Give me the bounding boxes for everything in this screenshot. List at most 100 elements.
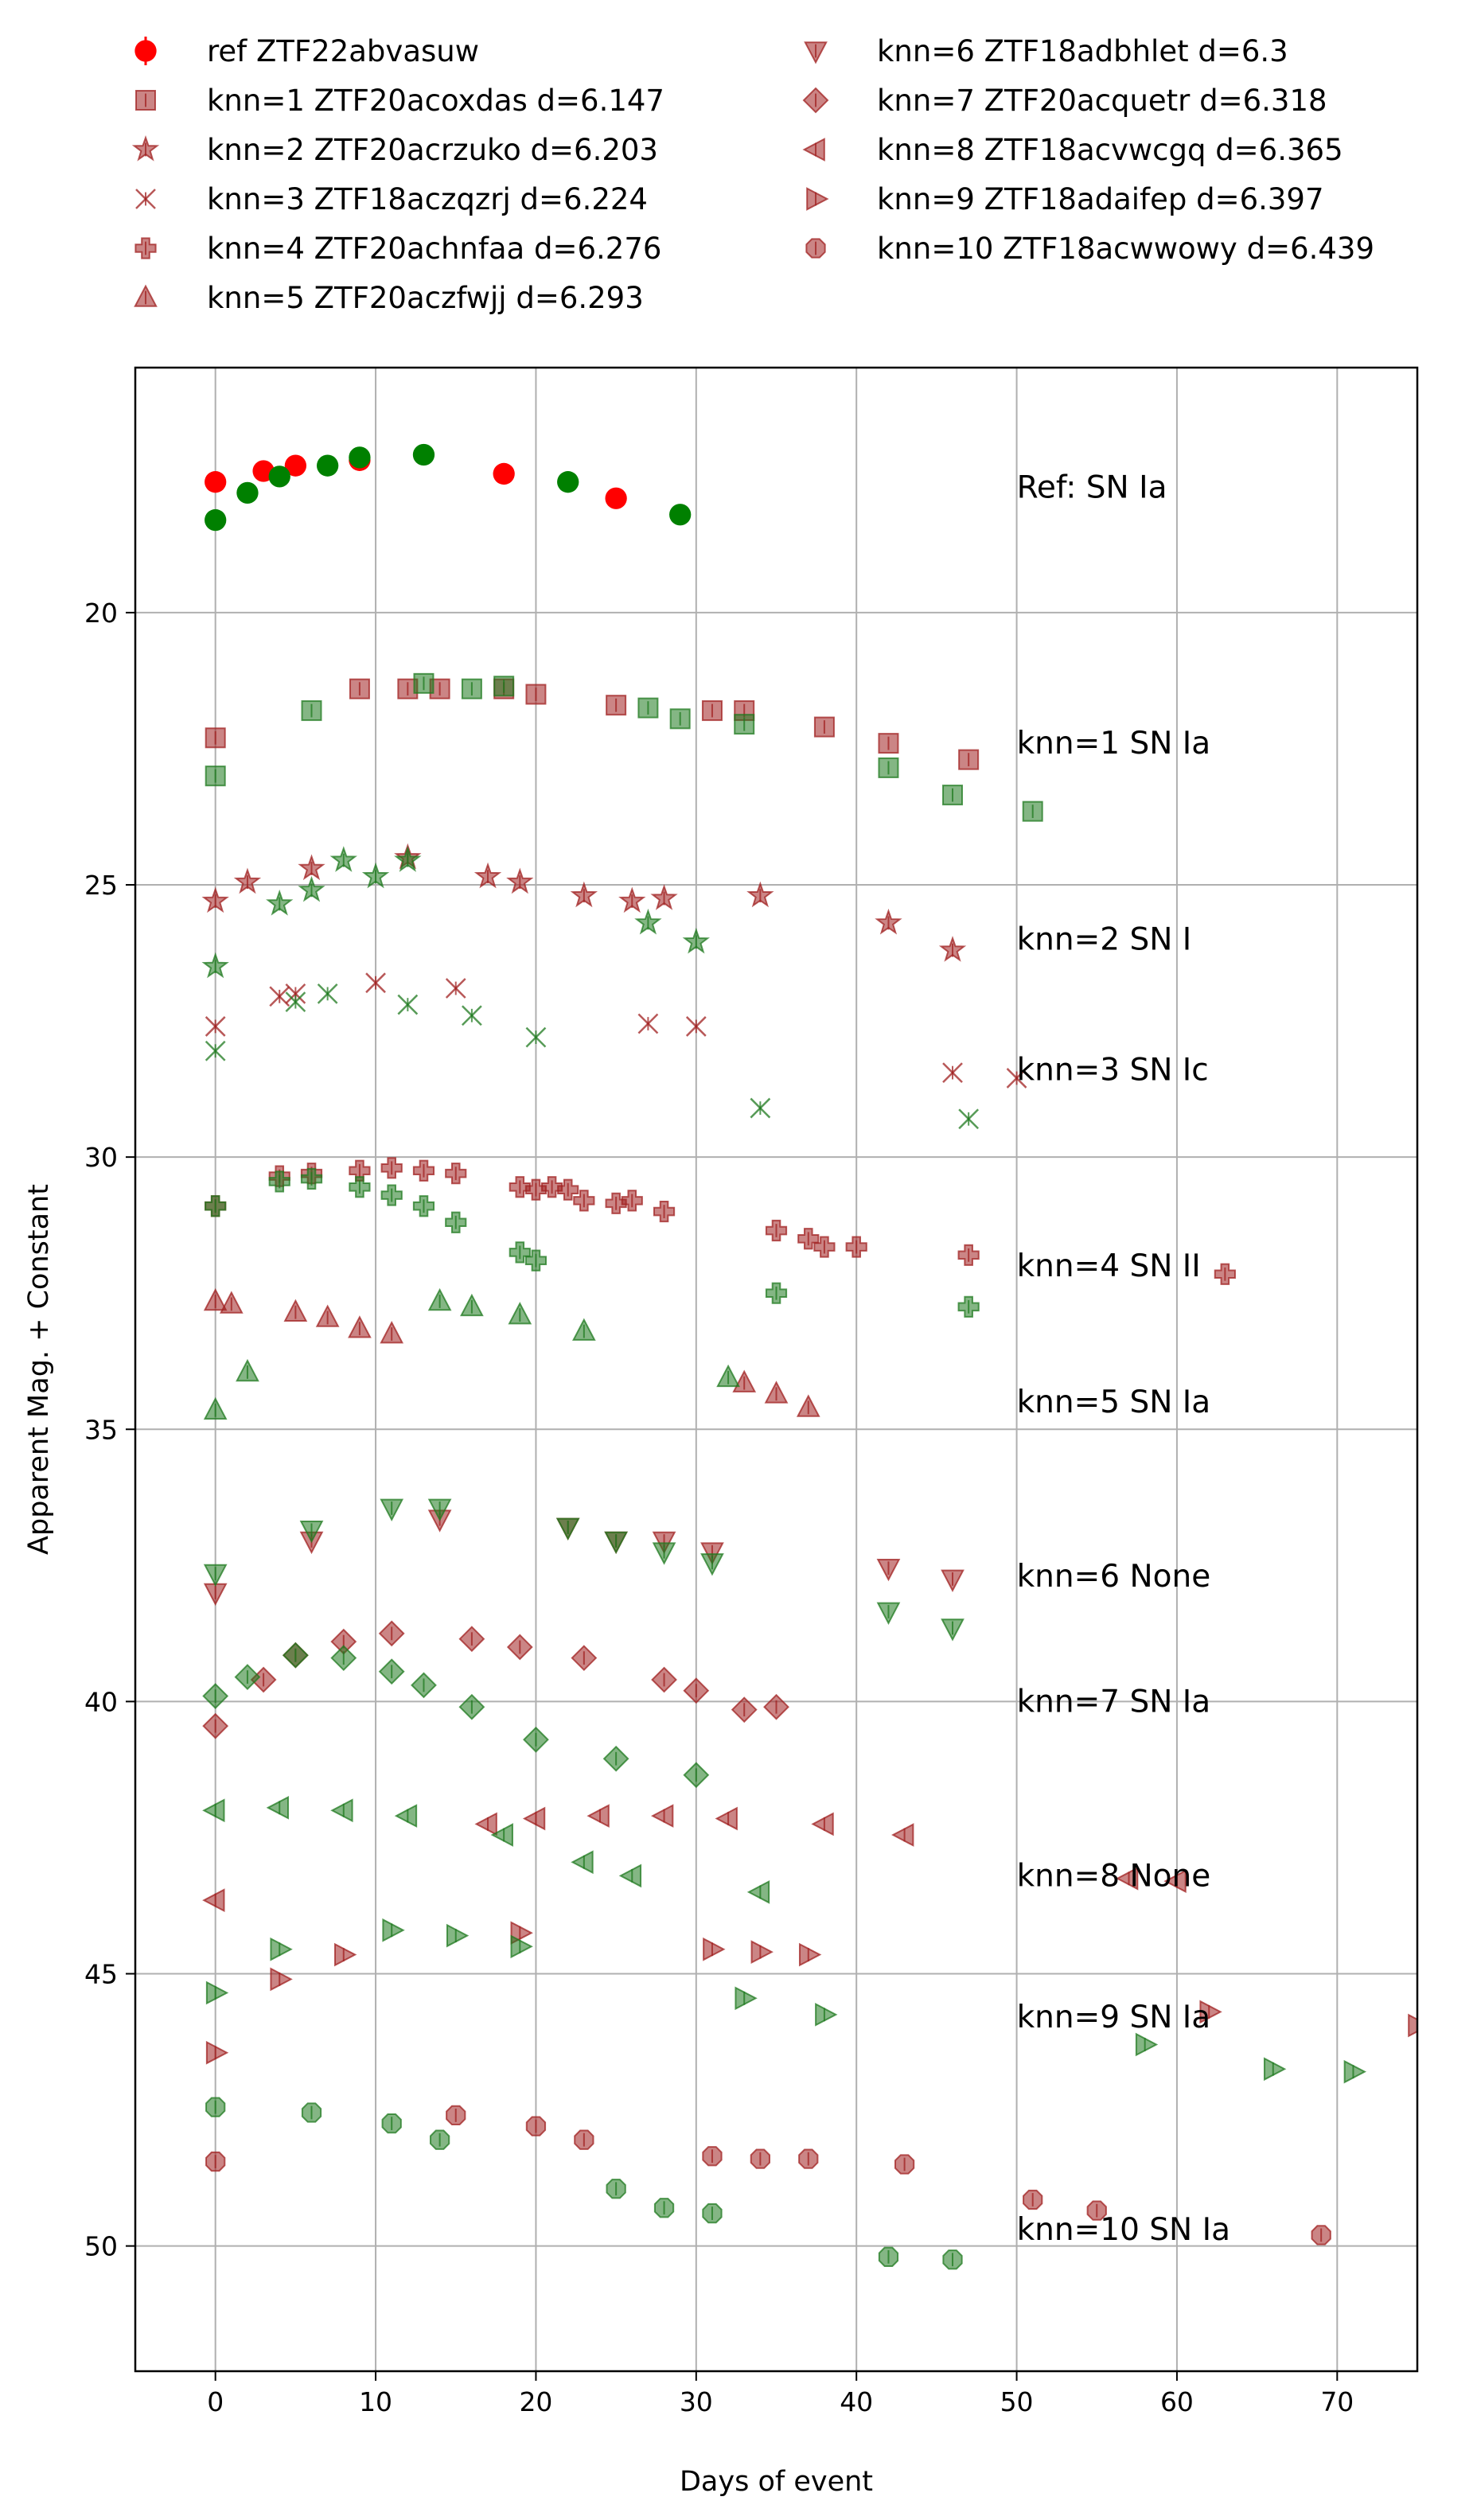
series-9 xyxy=(205,1918,1417,2084)
legend-label: knn=2 ZTF20acrzuko d=6.203 xyxy=(207,133,658,167)
series-10 xyxy=(205,2097,1331,2270)
point-r-band xyxy=(1163,1869,1187,1894)
point-g-band xyxy=(876,1602,901,1626)
point-g-band xyxy=(618,1864,642,1888)
point-r-band xyxy=(653,1200,676,1223)
point-r-band xyxy=(621,1190,643,1212)
point-g-band xyxy=(268,1170,290,1193)
series-1 xyxy=(205,672,1043,822)
point-g-band xyxy=(429,2129,450,2150)
point-r-band xyxy=(798,2148,819,2169)
point-g-band xyxy=(683,1762,710,1789)
y-axis-ticks: 20 25 30 35 40 45 50 xyxy=(84,598,135,2262)
point-r-band xyxy=(750,1940,774,1964)
point-r-band xyxy=(811,1812,834,1836)
point-r-band xyxy=(284,454,307,477)
point-g-band xyxy=(268,465,290,488)
legend-marker xyxy=(802,87,829,114)
point-r-band xyxy=(203,1287,228,1311)
point-r-band xyxy=(205,1016,226,1037)
point-g-band xyxy=(815,2002,838,2027)
point-r-band xyxy=(201,886,229,913)
y-tick-label: 40 xyxy=(84,1686,118,1717)
point-g-band xyxy=(202,1683,229,1709)
point-g-band xyxy=(427,1287,452,1311)
x-axis-label: Days of event xyxy=(680,2466,873,2498)
point-r-band xyxy=(650,884,678,910)
point-r-band xyxy=(764,1381,789,1404)
point-g-band xyxy=(378,1658,405,1685)
point-r-band xyxy=(525,2116,547,2136)
point-r-band xyxy=(958,749,980,770)
point-g-band xyxy=(361,862,390,889)
point-r-band xyxy=(813,716,835,738)
x-tick-label: 30 xyxy=(680,2386,713,2417)
legend-entry: knn=6 ZTF18adbhlet d=6.3 xyxy=(804,34,1288,68)
point-g-band xyxy=(299,1521,324,1544)
point-g-band xyxy=(637,697,659,719)
point-g-band xyxy=(1343,2059,1367,2084)
point-g-band xyxy=(571,1850,594,1875)
point-r-band xyxy=(380,1157,403,1179)
point-r-band xyxy=(637,1013,659,1034)
point-g-band xyxy=(236,481,259,504)
legend-label: knn=6 ZTF18adbhlet d=6.3 xyxy=(877,34,1288,68)
point-r-band xyxy=(509,1176,531,1198)
point-g-band xyxy=(397,994,419,1015)
point-r-band xyxy=(618,886,646,913)
point-g-band xyxy=(330,1798,353,1823)
legend-entry: ref ZTF22abvasuw xyxy=(134,34,479,68)
point-r-band xyxy=(938,936,967,962)
class-label: Ref: SN Ia xyxy=(1017,470,1167,506)
point-g-band xyxy=(266,889,294,916)
point-r-band xyxy=(380,1320,404,1344)
point-r-band xyxy=(731,1696,758,1723)
point-r-band xyxy=(573,1190,595,1212)
class-labels: Ref: SN Ia knn=1 SN Ia knn=2 SN I knn=3 SN … xyxy=(1017,470,1230,2249)
point-g-band xyxy=(746,1880,770,1904)
point-g-band xyxy=(427,1498,452,1522)
point-r-band xyxy=(506,1634,533,1661)
point-g-band xyxy=(205,1040,226,1061)
point-g-band xyxy=(555,1517,580,1540)
point-g-band xyxy=(205,765,226,787)
point-r-band xyxy=(605,487,627,509)
point-g-band xyxy=(490,1823,513,1847)
point-r-band xyxy=(763,1693,789,1720)
point-g-band xyxy=(734,714,755,735)
point-r-band xyxy=(797,1228,820,1250)
legend-entry: knn=8 ZTF18acvwcgq d=6.365 xyxy=(802,133,1343,167)
point-r-band xyxy=(283,1299,308,1322)
point-r-band xyxy=(941,1569,965,1592)
point-g-band xyxy=(669,504,692,526)
point-g-band xyxy=(523,1726,549,1753)
series-0 xyxy=(205,443,692,532)
point-r-band xyxy=(205,727,226,749)
y-tick-label: 20 xyxy=(84,598,118,629)
point-g-band xyxy=(602,1745,629,1772)
legend: ref ZTF22abvasuw knn=1 ZTF20acoxdas d=6.1… xyxy=(131,34,1374,315)
point-r-band xyxy=(540,1176,563,1198)
point-r-band xyxy=(348,1315,372,1338)
point-r-band xyxy=(205,471,227,493)
point-r-band xyxy=(365,972,386,994)
class-label: knn=6 None xyxy=(1017,1559,1211,1595)
x-tick-label: 60 xyxy=(1160,2386,1194,2417)
y-tick-label: 25 xyxy=(84,870,118,901)
legend-label: knn=10 ZTF18acwwowy d=6.439 xyxy=(877,232,1374,266)
point-r-band xyxy=(270,1967,293,1992)
point-r-band xyxy=(493,462,515,485)
point-g-band xyxy=(205,1195,227,1217)
point-g-band xyxy=(765,1282,788,1304)
point-g-band xyxy=(510,1934,533,1959)
point-r-band xyxy=(746,881,774,908)
point-g-band xyxy=(236,1358,259,1382)
point-g-band xyxy=(202,1798,225,1823)
point-g-band xyxy=(525,1026,547,1048)
point-r-band xyxy=(1199,2000,1222,2024)
point-r-band xyxy=(813,1236,836,1258)
legend-label: knn=3 ZTF18aczqzrj d=6.224 xyxy=(207,182,648,216)
point-g-band xyxy=(508,1302,532,1325)
point-r-band xyxy=(587,1804,610,1828)
